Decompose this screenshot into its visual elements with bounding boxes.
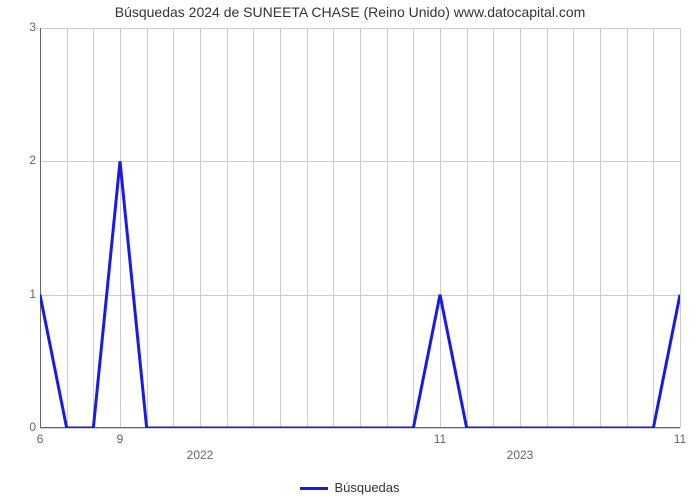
y-tick-label: 1: [12, 287, 36, 301]
grid-line-h: [40, 428, 680, 429]
x-year-label: 2023: [490, 448, 550, 462]
y-tick-label: 2: [12, 153, 36, 167]
legend-swatch: [300, 487, 328, 490]
legend: Búsquedas: [0, 480, 700, 495]
chart-title: Búsquedas 2024 de SUNEETA CHASE (Reino U…: [0, 4, 700, 20]
chart-container: Búsquedas 2024 de SUNEETA CHASE (Reino U…: [0, 0, 700, 500]
line-series: [40, 28, 680, 428]
x-tick-label: 11: [665, 432, 695, 446]
grid-line-v: [680, 28, 681, 428]
x-year-label: 2022: [170, 448, 230, 462]
x-tick-label: 9: [105, 432, 135, 446]
plot-area: [40, 28, 680, 428]
x-tick-label: 11: [425, 432, 455, 446]
legend-label: Búsquedas: [334, 480, 399, 495]
x-tick-label: 6: [25, 432, 55, 446]
y-tick-label: 3: [12, 20, 36, 34]
